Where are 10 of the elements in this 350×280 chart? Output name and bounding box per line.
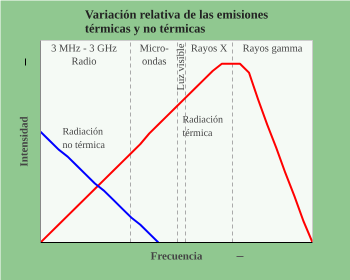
series-label: Radiación térmica	[182, 114, 224, 139]
text: Rayos X	[190, 44, 228, 54]
annotation: Micro- ondas	[140, 44, 170, 68]
y-axis-title: Intensidad	[18, 116, 30, 167]
chart-title: Variación relativa de las emisiones térmicas y no térmicas	[84, 8, 268, 36]
text: Rayos gamma	[242, 44, 303, 54]
series-label: Radiación no térmica	[62, 126, 106, 151]
annotation: 3 MHz - 3 GHz Radio	[51, 44, 118, 68]
x-axis-title: Frecuencia	[150, 250, 203, 262]
annotation: Luz visible	[176, 43, 188, 90]
